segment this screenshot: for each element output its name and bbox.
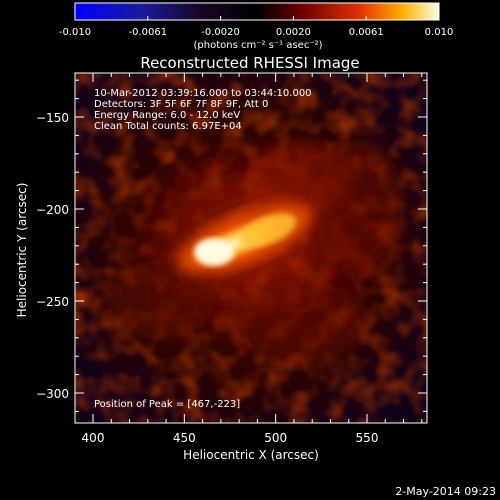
colorbar: -0.010 -0.0061 -0.0020 0.0020 0.0061 0.010 (p… xyxy=(59,2,453,51)
solar-image xyxy=(75,73,427,423)
colorbar-ticks: -0.010 -0.0061 -0.0020 0.0020 0.0061 0.010 xyxy=(59,16,453,38)
plot-title: Reconstructed RHESSI Image xyxy=(140,54,359,72)
x-tick-label: 400 xyxy=(82,431,105,445)
footer-timestamp: 2-May-2014 09:23 xyxy=(395,485,496,498)
x-tick-label: 500 xyxy=(264,431,287,445)
colorbar-tick-label: -0.0020 xyxy=(201,27,240,38)
x-tick-label: 550 xyxy=(356,431,379,445)
x-axis-label: Heliocentric X (arcsec) xyxy=(183,448,319,462)
colorbar-tick-label: 0.0020 xyxy=(276,27,311,38)
colorbar-tick-label: -0.0061 xyxy=(128,27,167,38)
x-tick-label: 450 xyxy=(173,431,196,445)
y-tick-label: −250 xyxy=(36,295,69,309)
axis-ticks: 400 450 500 550 −150 −200 −250 −300 xyxy=(36,73,427,445)
info-line: Energy Range: 6.0 - 12.0 keV xyxy=(94,110,240,121)
info-block: 10-Mar-2012 03:39:16.000 to 03:44:10.000… xyxy=(94,88,312,132)
y-tick-label: −200 xyxy=(36,203,69,217)
info-line: 10-Mar-2012 03:39:16.000 to 03:44:10.000 xyxy=(94,88,312,99)
y-tick-label: −300 xyxy=(36,387,69,401)
info-line: Detectors: 3F 5F 6F 7F 8F 9F, Att 0 xyxy=(94,99,268,110)
plot-frame xyxy=(74,72,428,424)
info-line: Clean Total counts: 6.97E+04 xyxy=(94,121,242,132)
y-tick-label: −150 xyxy=(36,111,69,125)
colorbar-tick-label: -0.010 xyxy=(59,27,91,38)
colorbar-tick-label: 0.0061 xyxy=(349,27,384,38)
colorbar-tick-label: 0.010 xyxy=(425,27,454,38)
peak-position: Position of Peak = [467,-223] xyxy=(94,399,240,410)
colorbar-gradient xyxy=(74,2,440,21)
y-axis-label: Heliocentric Y (arcsec) xyxy=(15,183,29,318)
colorbar-units: (photons cm⁻² s⁻¹ asec⁻²) xyxy=(193,40,322,51)
